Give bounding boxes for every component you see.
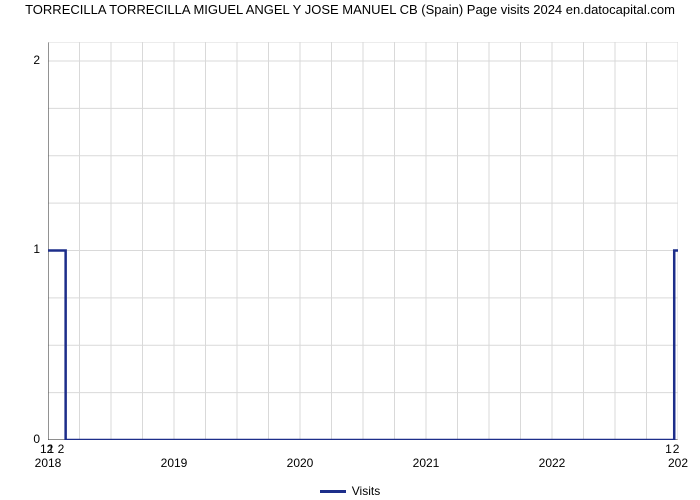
minor-label: 2 xyxy=(58,442,65,456)
minor-label: 1 xyxy=(48,442,55,456)
x-tick-label-edge: 202 xyxy=(658,456,698,470)
chart-svg xyxy=(48,42,678,440)
x-tick-label: 2022 xyxy=(522,456,582,470)
y-tick-label: 2 xyxy=(0,53,40,67)
x-tick-label: 2020 xyxy=(270,456,330,470)
x-tick-label: 2021 xyxy=(396,456,456,470)
y-tick-label: 0 xyxy=(0,432,40,446)
chart-title: TORRECILLA TORRECILLA MIGUEL ANGEL Y JOS… xyxy=(0,2,700,18)
minor-label: 1 xyxy=(665,442,672,456)
minor-label: 2 xyxy=(673,442,680,456)
legend-label: Visits xyxy=(352,484,380,498)
x-tick-label: 2018 xyxy=(18,456,78,470)
chart-plot-area xyxy=(48,42,678,440)
chart-legend: Visits xyxy=(0,484,700,498)
y-tick-label: 1 xyxy=(0,242,40,256)
legend-swatch xyxy=(320,490,346,493)
x-tick-label: 2019 xyxy=(144,456,204,470)
